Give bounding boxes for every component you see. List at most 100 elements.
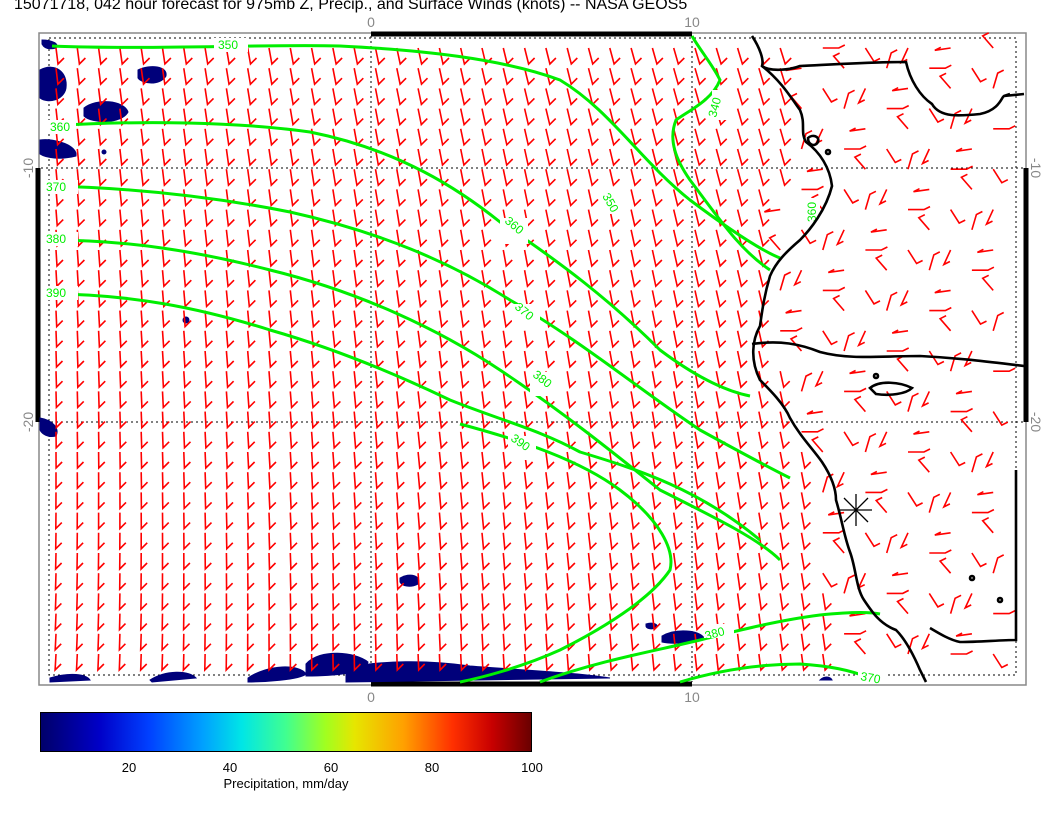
wind-barb [885, 533, 898, 554]
wind-barb [374, 249, 385, 268]
wind-barb [374, 350, 384, 369]
wind-barb [827, 511, 845, 516]
wind-barb [459, 270, 470, 288]
wind-barb [246, 88, 257, 107]
wind-barb [672, 290, 684, 309]
wind-barb [204, 451, 213, 470]
wind-barb [119, 270, 128, 288]
wind-barb [801, 185, 824, 191]
wind-barb [545, 189, 556, 208]
wind-barb [779, 431, 790, 450]
wind-barb [246, 472, 256, 491]
wind-barb [864, 432, 877, 453]
wind-barb [672, 88, 685, 106]
wind-barb [183, 68, 193, 86]
wind-barb [853, 153, 867, 170]
wind-barb [566, 532, 576, 551]
wind-barb [630, 593, 640, 612]
wind-barb [246, 169, 257, 187]
contour-label: 350 [218, 38, 238, 52]
wind-barb [694, 270, 706, 288]
wind-barb [183, 573, 191, 592]
wind-barb [97, 270, 107, 289]
wind-barb [332, 532, 341, 551]
wind-barb [289, 209, 300, 228]
wind-barb [310, 148, 321, 167]
wind-barb [736, 451, 748, 470]
wind-barb [949, 451, 966, 467]
wind-barb [289, 411, 299, 430]
wind-barb [950, 650, 973, 655]
wind-barb [917, 456, 930, 473]
wind-barb [332, 593, 340, 612]
wind-barb [417, 431, 427, 450]
wind-barb [97, 189, 107, 208]
wind-barb [609, 148, 621, 167]
wind-barb [651, 88, 664, 106]
wind-barb [934, 531, 951, 536]
wind-barb [651, 249, 663, 268]
wind-barb [374, 391, 384, 410]
wind-barb [587, 189, 599, 208]
wind-barb [566, 108, 578, 127]
wind-barb [609, 330, 620, 349]
wind-barb [310, 512, 319, 531]
wind-barb [885, 291, 898, 311]
wind-barb [76, 169, 86, 187]
wind-barb [523, 613, 533, 632]
wind-barb [587, 128, 599, 147]
wind-barb [417, 148, 428, 167]
wind-barb [97, 512, 106, 531]
wind-barb [55, 209, 64, 228]
wind-barb [630, 371, 641, 389]
wind-barb [992, 411, 1009, 427]
wind-barb [672, 532, 683, 551]
wind-barb [97, 310, 107, 329]
contour-label: 380 [703, 624, 726, 643]
wind-barb [800, 573, 811, 591]
wind-barb [332, 88, 343, 107]
wind-barb [417, 532, 426, 551]
wind-barb [984, 451, 994, 469]
wind-barb [119, 371, 128, 390]
wind-barb [183, 472, 191, 491]
wind-barb [289, 189, 300, 208]
wind-barb [672, 310, 684, 329]
wind-barb [566, 189, 578, 208]
wind-barb [161, 573, 169, 592]
wind-barb [353, 593, 362, 612]
wind-barb [822, 330, 838, 346]
wind-barb [630, 573, 640, 591]
wind-barb [438, 68, 450, 86]
wind-barb [204, 128, 214, 147]
wind-barb [523, 47, 536, 66]
wind-barb [963, 593, 973, 610]
wind-barb [289, 653, 297, 672]
wind-barb [183, 552, 191, 571]
wind-barb [822, 473, 834, 493]
wind-barb [183, 532, 191, 551]
wind-barb [779, 613, 790, 632]
wind-barb [289, 512, 298, 531]
wind-barb [651, 633, 661, 652]
wind-barb [225, 653, 233, 672]
wind-barb [161, 249, 171, 268]
wind-barb [874, 496, 888, 514]
wind-barb [246, 431, 256, 450]
wind-barb [481, 148, 492, 167]
wind-barb [438, 229, 449, 248]
wind-barb [949, 109, 962, 130]
contour-370-south [679, 662, 871, 684]
wind-barb [758, 593, 768, 612]
wind-barb [417, 593, 426, 612]
wind-barb [161, 350, 171, 369]
wind-barb [76, 350, 85, 369]
wind-barb [800, 593, 811, 612]
contour-370 [49, 184, 791, 480]
wind-barb [268, 169, 278, 187]
wind-barb [694, 290, 706, 309]
bottom-axis-label: 0 [367, 689, 375, 705]
wind-barb [715, 310, 727, 329]
contour-label: 380 [46, 232, 66, 246]
